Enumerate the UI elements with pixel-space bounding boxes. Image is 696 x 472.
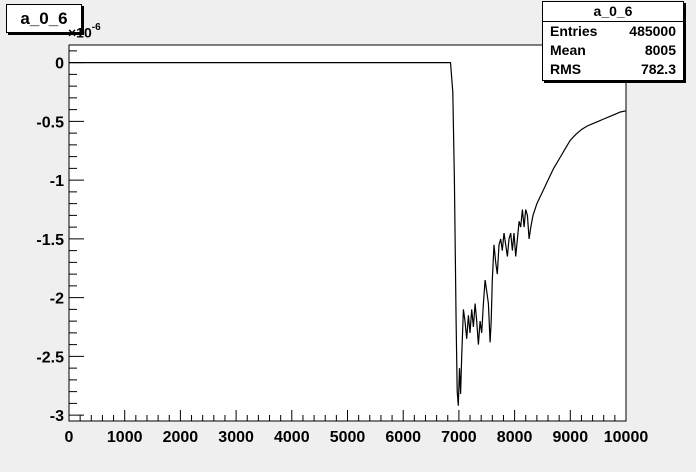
stats-value: 782.3	[640, 61, 676, 77]
y-axis: 0 -0.5 -1 -1.5 -2 -2.5 -3	[36, 50, 84, 425]
y-tick-label: -2.5	[36, 349, 64, 366]
x-tick-label: 5000	[330, 429, 366, 446]
stats-row-entries: Entries 485000	[543, 22, 683, 41]
stats-label: Entries	[550, 23, 598, 39]
y-tick-label: -2	[50, 291, 64, 308]
stats-row-mean: Mean 8005	[543, 41, 683, 60]
x-tick-label: 1000	[107, 429, 143, 446]
x-tick-label: 4000	[274, 429, 310, 446]
stats-value: 485000	[629, 23, 676, 39]
stats-title: a_0_6	[543, 2, 683, 22]
histogram-line	[69, 62, 627, 406]
y-multiplier-base: ×10	[68, 24, 92, 41]
y-tick-label: 0	[55, 56, 64, 73]
x-axis: 0 1000 2000 3000 4000 5000 6000 7000 8000 9000 100…	[65, 410, 649, 446]
x-tick-label: 3000	[218, 429, 254, 446]
stats-value: 8005	[644, 42, 676, 58]
y-tick-label: -3	[50, 408, 64, 425]
y-multiplier-exponent: -6	[91, 22, 101, 33]
y-axis-multiplier: ×10-6	[68, 22, 101, 41]
y-tick-label: -1	[50, 173, 64, 190]
histogram-title: a_0_6	[6, 4, 82, 33]
stats-label: Mean	[550, 42, 586, 58]
y-tick-label: -0.5	[36, 114, 64, 131]
x-tick-label: 7000	[441, 429, 477, 446]
stats-row-rms: RMS 782.3	[543, 60, 683, 79]
plot-frame	[68, 44, 627, 422]
x-tick-label: 10000	[604, 429, 649, 446]
stats-label: RMS	[550, 61, 582, 77]
x-tick-label: 6000	[385, 429, 421, 446]
y-tick-label: -1.5	[36, 232, 64, 249]
x-tick-label: 0	[65, 429, 74, 446]
x-tick-label: 2000	[163, 429, 199, 446]
x-tick-label: 9000	[553, 429, 589, 446]
stats-box: a_0_6 Entries 485000 Mean 8005 RMS 782.3	[542, 1, 684, 81]
x-tick-label: 8000	[497, 429, 533, 446]
